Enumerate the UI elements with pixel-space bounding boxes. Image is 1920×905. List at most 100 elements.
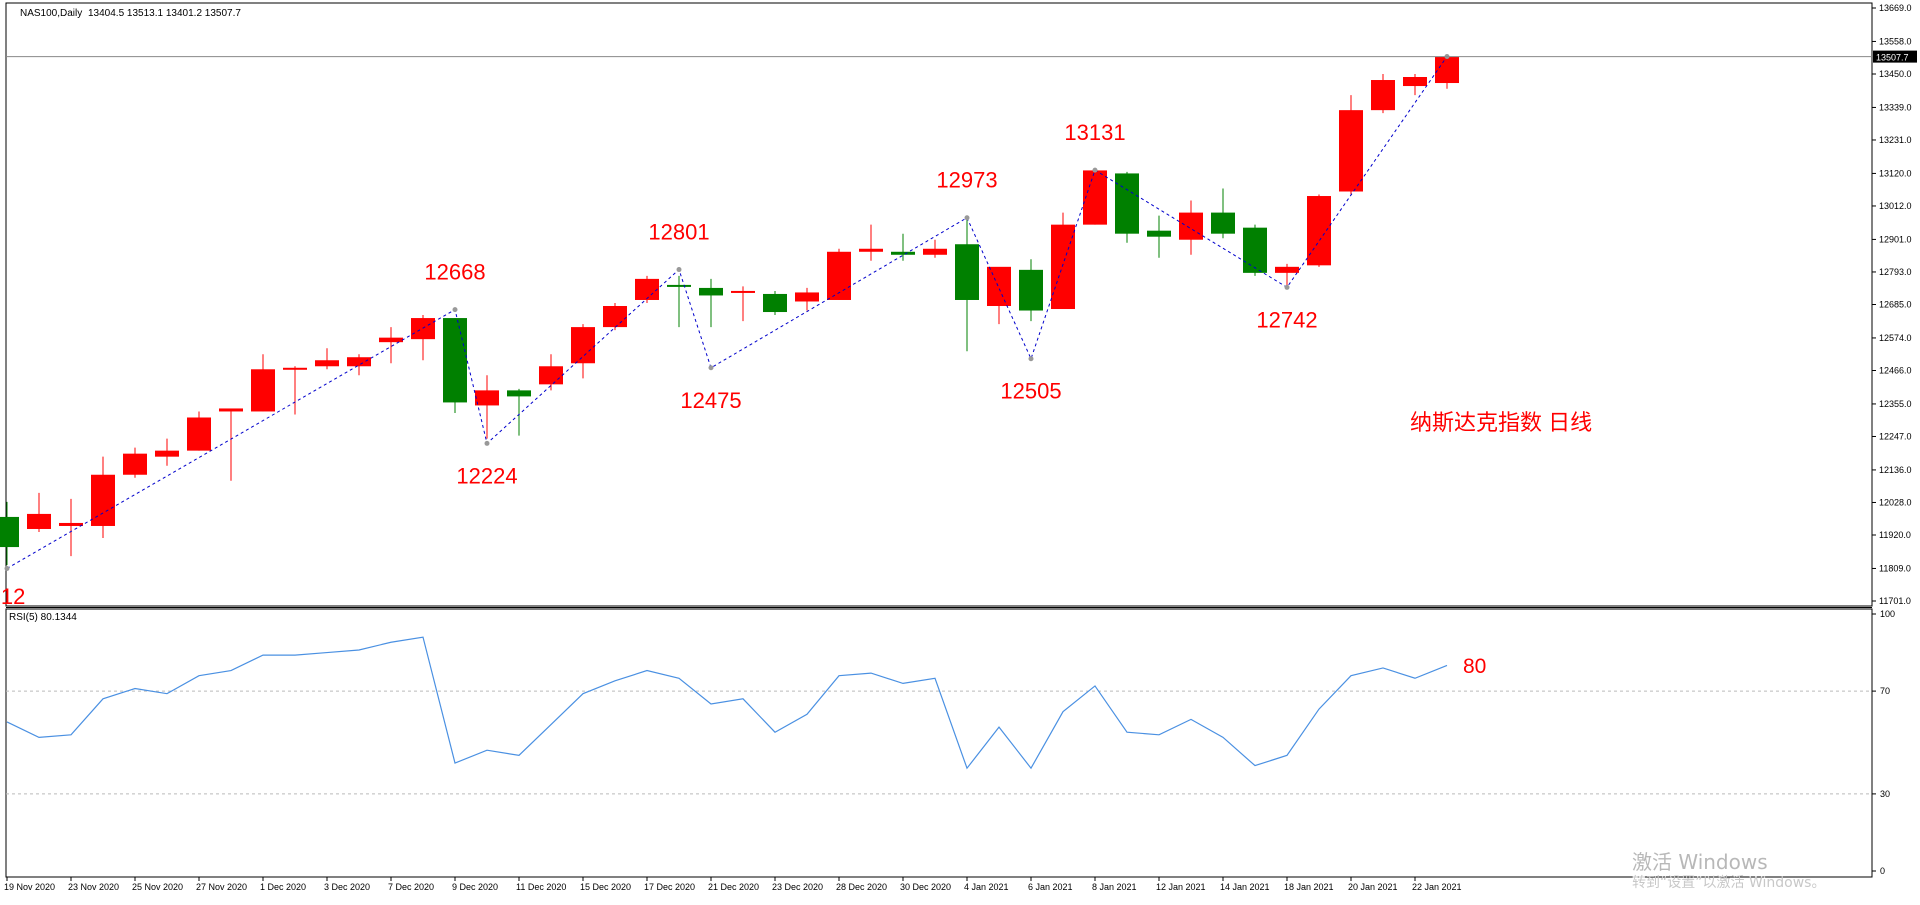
- candle-body: [27, 513, 51, 529]
- pivot-price-label: 12742: [1256, 307, 1317, 332]
- candle-body: [667, 284, 691, 287]
- rsi-tick-label: 70: [1880, 686, 1890, 696]
- pivot-price-label: 12224: [456, 463, 517, 488]
- pivot-marker: [1028, 356, 1034, 362]
- candle-body: [59, 522, 83, 526]
- time-tick-label: 17 Dec 2020: [644, 882, 695, 892]
- candle-body: [379, 337, 403, 343]
- price-tick-label: 13231.0: [1879, 135, 1912, 145]
- candle-body: [1371, 80, 1395, 111]
- price-tick-label: 12574.0: [1879, 333, 1912, 343]
- rsi-tick-label: 0: [1880, 866, 1885, 876]
- candle-body: [891, 251, 915, 255]
- time-tick-label: 22 Jan 2021: [1412, 882, 1462, 892]
- time-tick-label: 8 Jan 2021: [1092, 882, 1137, 892]
- candle-body: [571, 327, 595, 364]
- pivot-marker: [4, 565, 10, 571]
- candle-body: [155, 450, 179, 457]
- candle-body: [315, 360, 339, 367]
- price-tick-label: 12901.0: [1879, 234, 1912, 244]
- price-tick-label: 12028.0: [1879, 497, 1912, 507]
- candle-body: [699, 287, 723, 296]
- candle-body: [187, 417, 211, 451]
- pivot-marker: [484, 440, 490, 446]
- price-tick-label: 12136.0: [1879, 465, 1912, 475]
- pivot-marker: [964, 215, 970, 221]
- time-tick-label: 4 Jan 2021: [964, 882, 1009, 892]
- time-tick-label: 3 Dec 2020: [324, 882, 370, 892]
- pivot-price-label: 812: [0, 584, 25, 609]
- candle-body: [507, 390, 531, 397]
- price-tick-label: 13450.0: [1879, 69, 1912, 79]
- zigzag-line: [4, 54, 1450, 571]
- time-tick-label: 23 Dec 2020: [772, 882, 823, 892]
- candle-body: [603, 306, 627, 328]
- price-tick-label: 11920.0: [1879, 530, 1911, 540]
- time-tick-label: 23 Nov 2020: [68, 882, 119, 892]
- candle-body: [1435, 56, 1459, 84]
- pivot-marker: [708, 365, 714, 371]
- ohlc-readout: 13404.5 13513.1 13401.2 13507.7: [88, 8, 241, 19]
- pivot-price-label: 12475: [680, 388, 741, 413]
- time-tick-label: 9 Dec 2020: [452, 882, 498, 892]
- pivot-price-labels: 812 12668 12224 12801 12475 12973 12505 13131 12…: [0, 120, 1318, 609]
- time-tick-label: 1 Dec 2020: [260, 882, 306, 892]
- windows-activation-watermark: 激活 Windows: [1632, 850, 1768, 874]
- candle-body: [539, 366, 563, 385]
- rsi-panel-frame: [5, 608, 1873, 878]
- time-tick-label: 28 Dec 2020: [836, 882, 887, 892]
- candle-body: [731, 290, 755, 293]
- candle-body: [1307, 196, 1331, 266]
- price-tick-label: 12793.0: [1879, 267, 1912, 277]
- pivot-marker: [452, 307, 458, 313]
- pivot-price-label: 12801: [648, 220, 709, 245]
- time-axis: 19 Nov 2020 23 Nov 2020 25 Nov 2020 27 Nov …: [4, 877, 1462, 892]
- candle-body: [763, 293, 787, 313]
- candle-body: [923, 248, 947, 255]
- pivot-price-label: 13131: [1064, 120, 1125, 145]
- current-price-text: 13507.7: [1876, 53, 1909, 63]
- time-tick-label: 15 Dec 2020: [580, 882, 631, 892]
- pivot-price-label: 12668: [424, 260, 485, 285]
- pivot-marker: [1092, 167, 1098, 173]
- pivot-marker: [1284, 284, 1290, 290]
- price-tick-label: 13120.0: [1879, 168, 1912, 178]
- candle-body: [987, 266, 1011, 307]
- pivot-marker: [676, 267, 682, 273]
- price-tick-label: 13669.0: [1879, 3, 1912, 13]
- candle-body: [1243, 227, 1267, 273]
- chart-annotation: 纳斯达克指数 日线: [1410, 410, 1592, 435]
- time-tick-label: 21 Dec 2020: [708, 882, 759, 892]
- candle-body: [347, 357, 371, 367]
- price-tick-label: 12247.0: [1879, 431, 1912, 441]
- candle-body: [1339, 110, 1363, 192]
- candle-body: [1115, 173, 1139, 234]
- symbol-title: NAS100,Daily: [20, 8, 82, 19]
- candle-body: [283, 367, 307, 370]
- price-tick-label: 13339.0: [1879, 102, 1912, 112]
- candle-body: [123, 453, 147, 475]
- candle-body: [443, 318, 467, 403]
- candle-body: [1211, 212, 1235, 234]
- candle-body: [635, 278, 659, 300]
- price-tick-label: 12466.0: [1879, 365, 1912, 375]
- candle-body: [91, 474, 115, 526]
- time-tick-label: 7 Dec 2020: [388, 882, 434, 892]
- rsi-tick-label: 30: [1880, 789, 1890, 799]
- candle-body: [827, 251, 851, 300]
- price-tick-label: 11701.0: [1879, 596, 1911, 606]
- time-tick-label: 19 Nov 2020: [4, 882, 55, 892]
- price-tick-label: 12685.0: [1879, 300, 1912, 310]
- pivot-price-label: 12505: [1000, 379, 1061, 404]
- rsi-tick-label: 100: [1880, 609, 1895, 619]
- candle-body: [1403, 77, 1427, 87]
- price-tick-label: 11809.0: [1879, 563, 1911, 573]
- time-tick-label: 14 Jan 2021: [1220, 882, 1270, 892]
- time-tick-label: 18 Jan 2021: [1284, 882, 1334, 892]
- current-price-marker: 13507.7: [6, 50, 1917, 63]
- time-tick-label: 30 Dec 2020: [900, 882, 951, 892]
- rsi-label: RSI(5) 80.1344: [9, 612, 77, 623]
- candle-body: [795, 292, 819, 302]
